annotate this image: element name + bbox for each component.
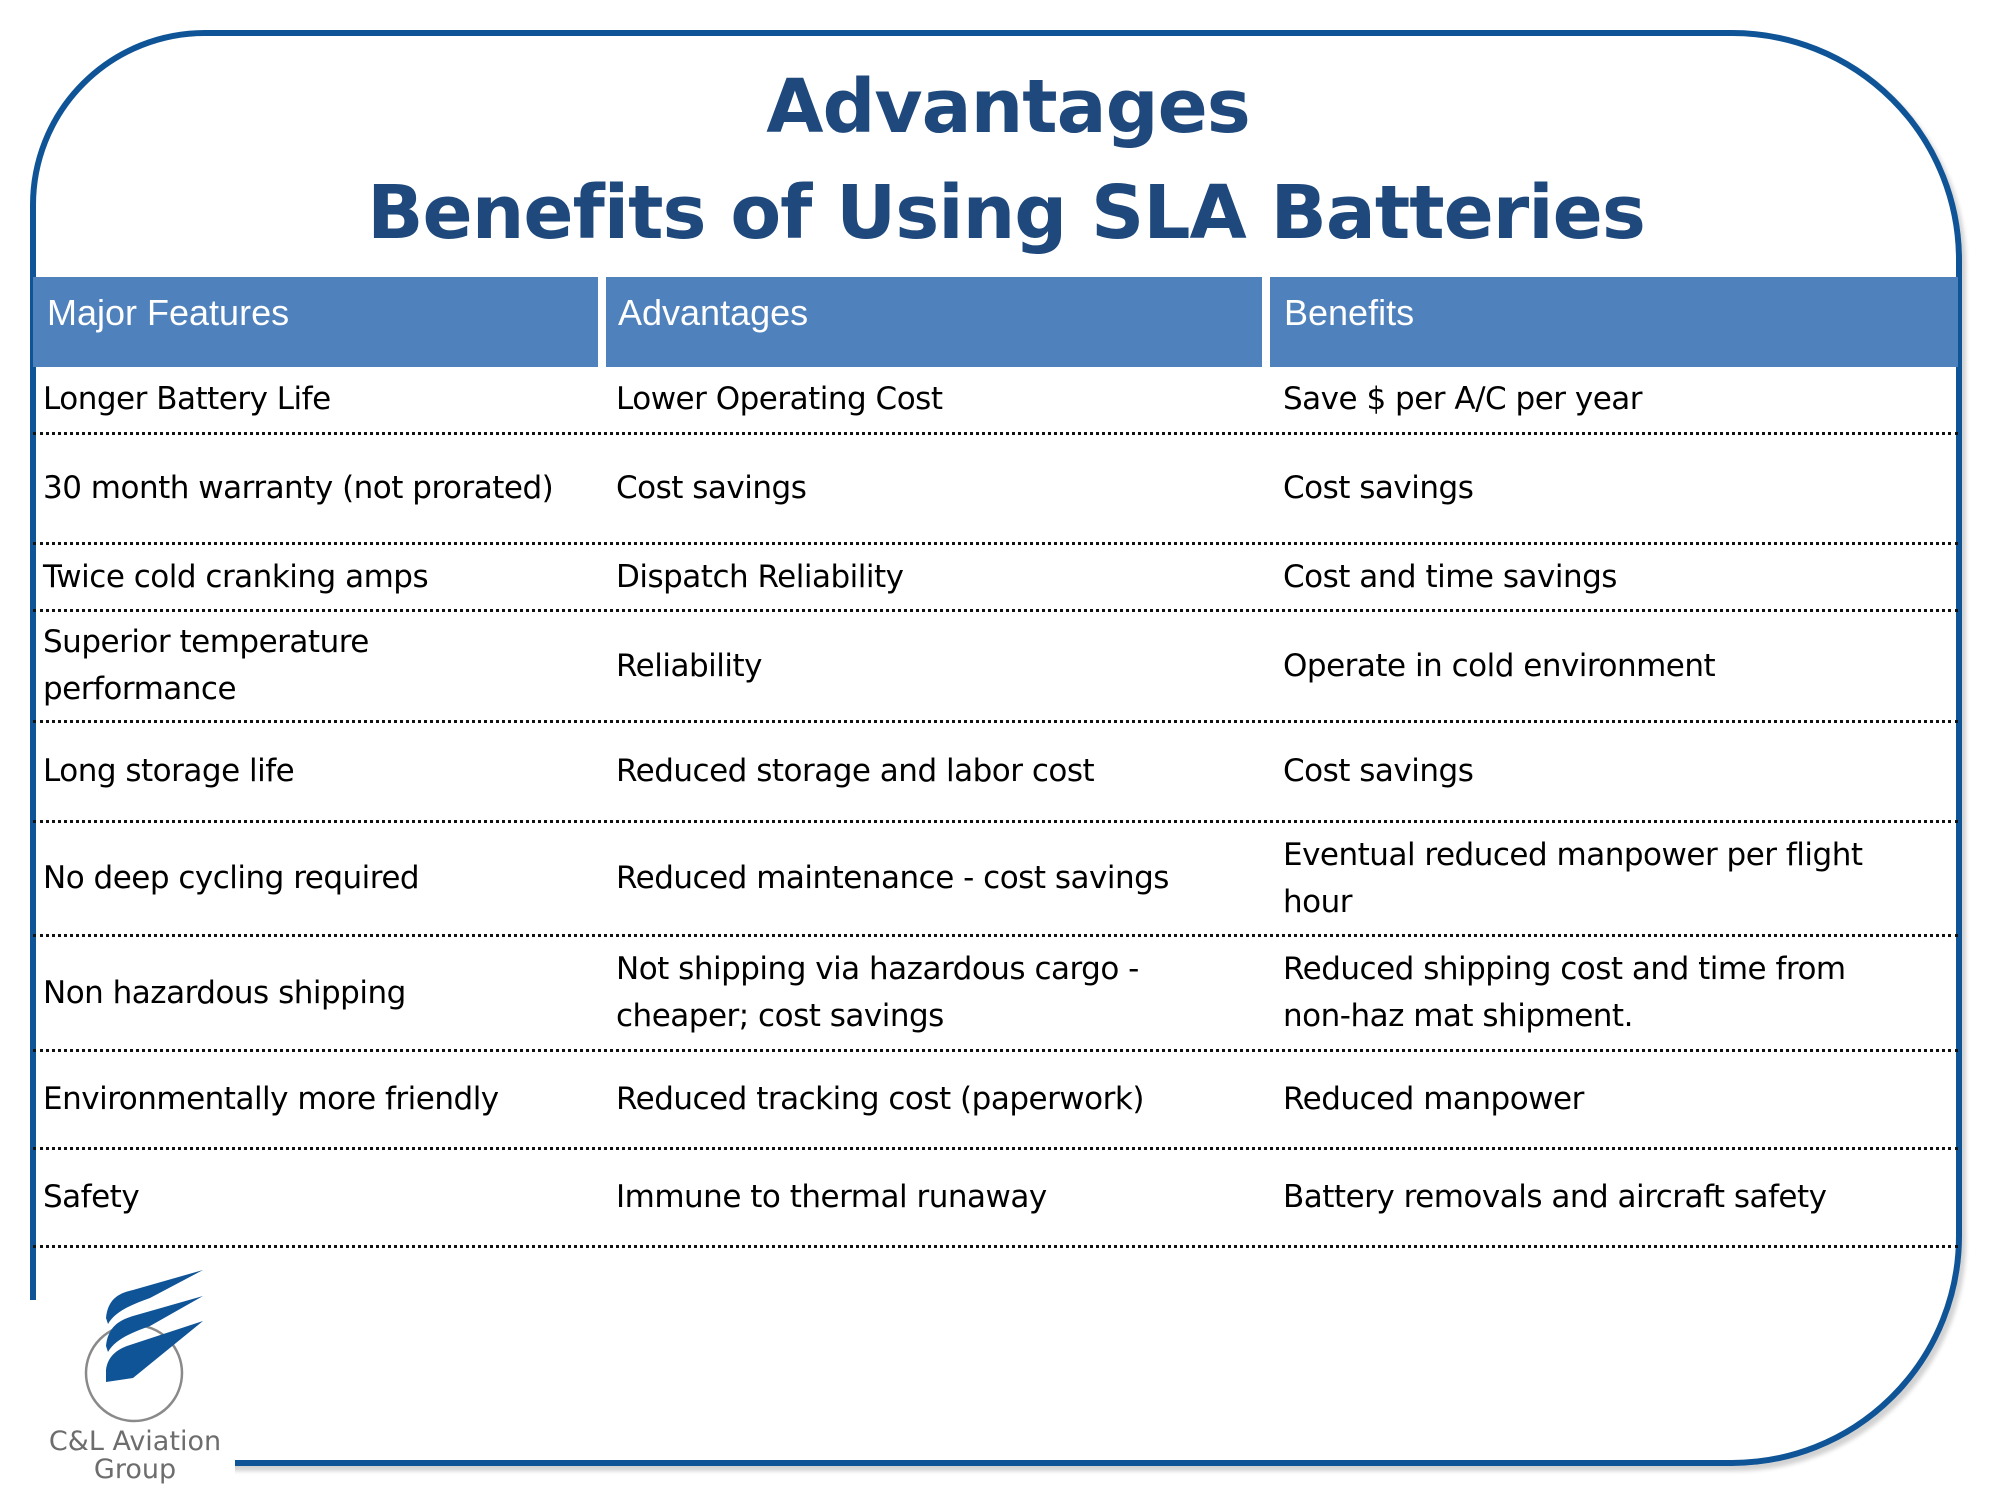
cell-feature: Longer Battery Life — [43, 381, 331, 417]
table-left-accent-bar — [30, 367, 36, 1248]
cell-benefit: Cost savings — [1283, 470, 1474, 506]
cell-advantage: Lower Operating Cost — [616, 381, 943, 417]
column-header-advantages: Advantages — [606, 277, 1262, 367]
cell-feature: Safety — [43, 1179, 140, 1215]
column-header-major-features: Major Features — [33, 277, 598, 367]
cell-feature: No deep cycling required — [43, 860, 420, 896]
slide-title: Advantages — [766, 64, 1251, 150]
table-row: Superior temperature performance Reliabi… — [33, 612, 1958, 723]
slide-subtitle: Benefits of Using SLA Batteries — [367, 170, 1646, 256]
cell-feature: Non hazardous shipping — [43, 974, 406, 1011]
cell-feature: Environmentally more friendly — [43, 1081, 499, 1117]
cell-benefit: Cost and time savings — [1283, 558, 1617, 595]
cell-advantage: Reduced storage and labor cost — [616, 753, 1095, 789]
cell-benefit: Cost savings — [1283, 753, 1474, 789]
cell-benefit: Reduced manpower — [1283, 1081, 1584, 1117]
logo-text-line2: Group — [93, 1454, 177, 1485]
table-row: Environmentally more friendly Reduced tr… — [33, 1052, 1958, 1150]
column-header-benefits: Benefits — [1270, 277, 1958, 367]
cell-feature: 30 month warranty (not prorated) — [43, 470, 554, 506]
cell-feature: Twice cold cranking amps — [43, 558, 429, 595]
table-row: Non hazardous shipping Not shipping via … — [33, 937, 1958, 1052]
cell-advantage: Immune to thermal runaway — [616, 1179, 1047, 1215]
company-logo — [38, 1258, 238, 1498]
cell-benefit: Operate in cold environment — [1283, 647, 1716, 684]
cell-advantage: Reliability — [616, 647, 762, 684]
logo-text-line1: C&L Aviation — [48, 1426, 222, 1457]
wing-circle-logo-icon — [84, 1270, 203, 1423]
cell-feature: Superior temperature performance — [43, 624, 369, 707]
cell-advantage: Reduced maintenance - cost savings — [616, 860, 1169, 896]
cell-feature: Long storage life — [43, 753, 295, 789]
cell-advantage: Cost savings — [616, 470, 807, 506]
table-row: Longer Battery Life Lower Operating Cost… — [33, 367, 1958, 435]
table-row: No deep cycling required Reduced mainten… — [33, 823, 1958, 937]
cell-advantage: Not shipping via hazardous cargo - cheap… — [616, 951, 1139, 1034]
cell-advantage: Reduced tracking cost (paperwork) — [616, 1081, 1144, 1117]
table-row: Long storage life Reduced storage and la… — [33, 723, 1958, 823]
cell-benefit: Eventual reduced manpower per flight hou… — [1283, 836, 1863, 920]
cell-benefit: Reduced shipping cost and time from non-… — [1283, 951, 1846, 1034]
cell-advantage: Dispatch Reliability — [616, 558, 904, 595]
table-row: Twice cold cranking amps Dispatch Reliab… — [33, 545, 1958, 612]
table-row: 30 month warranty (not prorated) Cost sa… — [33, 435, 1958, 545]
table-row: Safety Immune to thermal runaway Battery… — [33, 1150, 1958, 1248]
cell-benefit: Battery removals and aircraft safety — [1283, 1179, 1827, 1215]
cell-benefit: Save $ per A/C per year — [1283, 381, 1643, 417]
